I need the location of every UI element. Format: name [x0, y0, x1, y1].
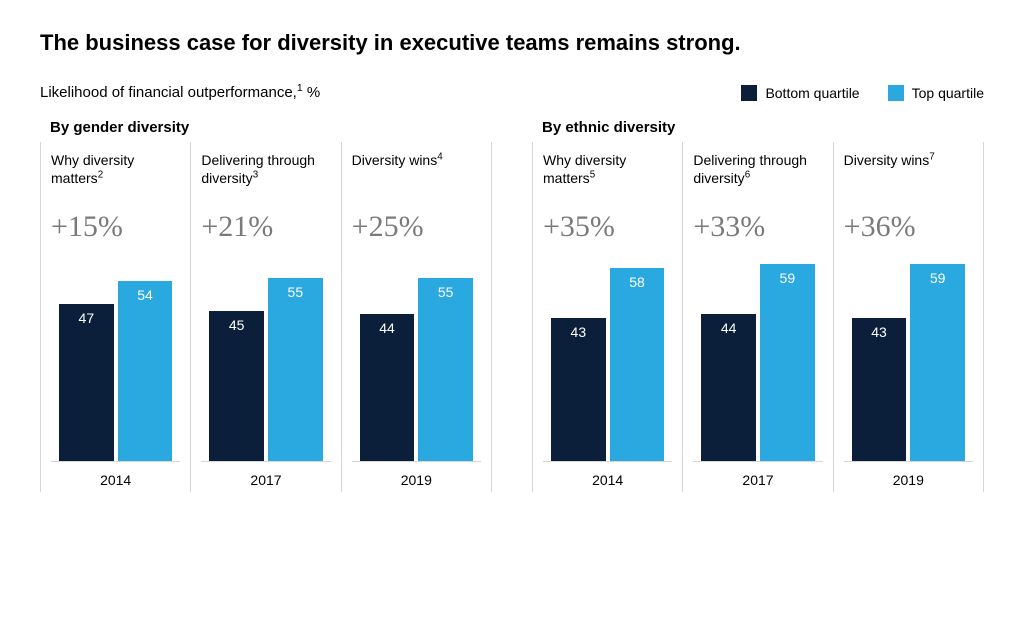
bar-top-quartile: 55: [268, 278, 323, 461]
group-title: By gender diversity: [40, 119, 492, 136]
chart-subtitle: Likelihood of financial outperformance,1…: [40, 84, 320, 101]
year-label: 2014: [51, 462, 180, 492]
bar-value: 43: [871, 318, 887, 340]
bar-top-quartile: 55: [418, 278, 473, 461]
panel-label: Diversity wins7: [844, 152, 973, 192]
panel-label: Why diversity matters5: [543, 152, 672, 192]
panel: Delivering through diversity6 +33% 44 59 201…: [682, 142, 832, 492]
legend-bottom-swatch: [741, 85, 757, 101]
panel-label: Delivering through diversity3: [201, 152, 330, 192]
bar-top-quartile: 59: [910, 264, 965, 461]
legend-top-swatch: [888, 85, 904, 101]
group-title: By ethnic diversity: [532, 119, 984, 136]
subtitle-suffix: %: [303, 84, 321, 101]
bar-value: 45: [229, 311, 245, 333]
subhead-row: Likelihood of financial outperformance,1…: [40, 84, 984, 101]
bars-area: 47 54: [51, 262, 180, 462]
delta-value: +36%: [844, 210, 973, 244]
year-label: 2019: [844, 462, 973, 492]
bars-area: 45 55: [201, 262, 330, 462]
bar-top-quartile: 59: [760, 264, 815, 461]
year-label: 2017: [693, 462, 822, 492]
panels: Why diversity matters2 +15% 47 54 2014 Delive…: [40, 142, 492, 492]
delta-value: +15%: [51, 210, 180, 244]
bar-value: 43: [571, 318, 587, 340]
panel: Delivering through diversity3 +21% 45 55 201…: [190, 142, 340, 492]
bar-top-quartile: 58: [610, 268, 665, 461]
bar-bottom-quartile: 43: [551, 318, 606, 461]
panel: Why diversity matters2 +15% 47 54 2014: [40, 142, 190, 492]
legend-top: Top quartile: [888, 85, 984, 101]
bars-area: 44 55: [352, 262, 481, 462]
delta-value: +33%: [693, 210, 822, 244]
panel: Diversity wins7 +36% 43 59 2019: [833, 142, 984, 492]
bar-bottom-quartile: 44: [360, 314, 415, 461]
year-label: 2017: [201, 462, 330, 492]
panel-label: Delivering through diversity6: [693, 152, 822, 192]
delta-value: +35%: [543, 210, 672, 244]
bar-bottom-quartile: 44: [701, 314, 756, 461]
chart-groups: By gender diversity Why diversity matters…: [40, 119, 984, 492]
bar-bottom-quartile: 47: [59, 304, 114, 461]
panel: Why diversity matters5 +35% 43 58 2014: [532, 142, 682, 492]
panels: Why diversity matters5 +35% 43 58 2014 Delive…: [532, 142, 984, 492]
subtitle-prefix: Likelihood of financial outperformance,: [40, 84, 297, 101]
bar-value: 44: [379, 314, 395, 336]
bar-value: 59: [780, 264, 796, 286]
delta-value: +25%: [352, 210, 481, 244]
bars-area: 43 59: [844, 262, 973, 462]
legend-bottom-label: Bottom quartile: [765, 85, 859, 101]
group-1: By ethnic diversity Why diversity matters…: [532, 119, 984, 492]
bar-bottom-quartile: 43: [852, 318, 907, 461]
legend: Bottom quartile Top quartile: [741, 85, 984, 101]
bars-area: 43 58: [543, 262, 672, 462]
panel-label: Diversity wins4: [352, 152, 481, 192]
bar-bottom-quartile: 45: [209, 311, 264, 461]
bar-value: 47: [79, 304, 95, 326]
group-0: By gender diversity Why diversity matters…: [40, 119, 492, 492]
bars-area: 44 59: [693, 262, 822, 462]
year-label: 2019: [352, 462, 481, 492]
panel: Diversity wins4 +25% 44 55 2019: [341, 142, 492, 492]
delta-value: +21%: [201, 210, 330, 244]
bar-value: 44: [721, 314, 737, 336]
bar-value: 54: [137, 281, 153, 303]
legend-bottom: Bottom quartile: [741, 85, 859, 101]
legend-top-label: Top quartile: [912, 85, 984, 101]
bar-value: 55: [288, 278, 304, 300]
chart-title: The business case for diversity in execu…: [40, 30, 984, 56]
bar-value: 55: [438, 278, 454, 300]
panel-label: Why diversity matters2: [51, 152, 180, 192]
bar-value: 59: [930, 264, 946, 286]
year-label: 2014: [543, 462, 672, 492]
bar-top-quartile: 54: [118, 281, 173, 461]
bar-value: 58: [629, 268, 645, 290]
